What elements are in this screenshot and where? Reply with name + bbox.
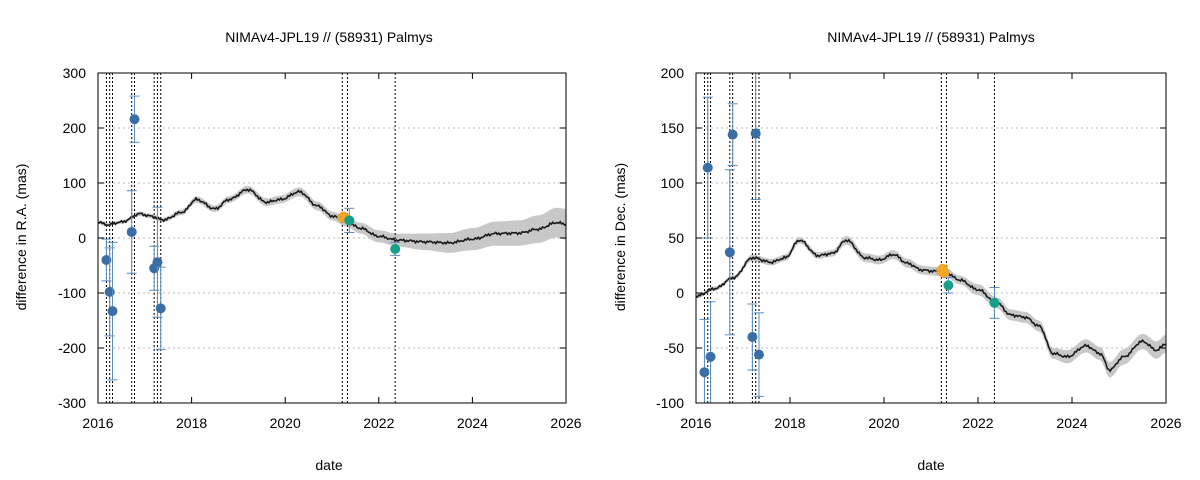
dec-y-tick-label: 100 bbox=[661, 175, 685, 191]
dec-chart-title: NIMAv4-JPL19 // (58931) Palmys bbox=[827, 29, 1035, 45]
ra-y-tick-label: 200 bbox=[63, 120, 87, 136]
ra-blue-data-point bbox=[152, 257, 163, 268]
dec-y-tick-label: 50 bbox=[668, 230, 684, 246]
dec-x-tick-label: 2022 bbox=[962, 415, 993, 431]
dec-y-tick-label: -50 bbox=[664, 340, 684, 356]
dec-x-tick-label: 2018 bbox=[774, 415, 805, 431]
ra-blue-data-point bbox=[155, 303, 166, 314]
ra-x-tick-label: 2024 bbox=[457, 415, 488, 431]
dec-x-axis-label: date bbox=[917, 457, 944, 473]
dec-blue-data-point bbox=[724, 247, 735, 258]
dec-blue-data-point bbox=[727, 129, 738, 140]
ra-x-tick-label: 2020 bbox=[270, 415, 301, 431]
dec-blue-data-point bbox=[753, 349, 764, 360]
ra-y-tick-label: -300 bbox=[58, 395, 86, 411]
dec-model-curve bbox=[696, 238, 1166, 373]
dec-x-tick-label: 2020 bbox=[868, 415, 899, 431]
ra-y-tick-label: 300 bbox=[63, 65, 87, 81]
ra-x-tick-label: 2026 bbox=[550, 415, 581, 431]
ra-y-tick-label: 0 bbox=[78, 230, 86, 246]
ra-x-tick-label: 2018 bbox=[176, 415, 207, 431]
dec-plot-area bbox=[696, 73, 1166, 403]
dec-y-tick-label: 200 bbox=[661, 65, 685, 81]
ra-teal-data-point bbox=[344, 215, 355, 226]
ra-model-curve bbox=[98, 187, 566, 245]
dec-x-tick-label: 2024 bbox=[1056, 415, 1087, 431]
ra-y-axis-label: difference in R.A. (mas) bbox=[13, 164, 29, 311]
dec-y-tick-label: -100 bbox=[656, 395, 684, 411]
ra-teal-data-point bbox=[390, 244, 401, 254]
ra-chart-panel: NIMAv4-JPL19 // (58931) Palmys date diff… bbox=[13, 29, 582, 473]
dec-y-tick-label: 150 bbox=[661, 120, 685, 136]
ra-blue-data-point bbox=[107, 306, 118, 317]
dec-blue-data-point bbox=[705, 351, 716, 362]
dec-x-tick-label: 2026 bbox=[1150, 415, 1181, 431]
ra-x-tick-label: 2016 bbox=[82, 415, 113, 431]
ra-blue-data-point bbox=[126, 226, 137, 237]
dec-orange-data-point bbox=[939, 268, 950, 279]
ra-y-tick-label: -200 bbox=[58, 340, 86, 356]
ra-chart-title: NIMAv4-JPL19 // (58931) Palmys bbox=[225, 29, 433, 45]
dec-blue-data-point bbox=[702, 162, 713, 173]
dec-uncertainty-band bbox=[696, 235, 1166, 378]
ra-blue-data-point bbox=[101, 255, 112, 265]
ra-blue-data-point bbox=[129, 114, 140, 125]
dec-blue-data-point bbox=[699, 367, 710, 378]
ra-blue-data-point bbox=[104, 286, 115, 297]
dec-blue-data-point bbox=[747, 332, 758, 342]
dec-teal-data-point bbox=[989, 297, 1000, 308]
ra-x-axis-label: date bbox=[315, 457, 342, 473]
dec-chart-panel: NIMAv4-JPL19 // (58931) Palmys date diff… bbox=[612, 29, 1182, 473]
dec-x-tick-label: 2016 bbox=[680, 415, 711, 431]
ra-uncertainty-band bbox=[98, 185, 566, 253]
dec-y-tick-label: 0 bbox=[676, 285, 684, 301]
ra-y-tick-label: 100 bbox=[63, 175, 87, 191]
dec-blue-data-point bbox=[750, 128, 761, 139]
dec-y-axis-label: difference in Dec. (mas) bbox=[612, 163, 628, 311]
ra-y-tick-label: -100 bbox=[58, 285, 86, 301]
dec-teal-data-point bbox=[943, 280, 954, 291]
ra-plot-area bbox=[98, 73, 566, 403]
ra-x-tick-label: 2022 bbox=[363, 415, 394, 431]
